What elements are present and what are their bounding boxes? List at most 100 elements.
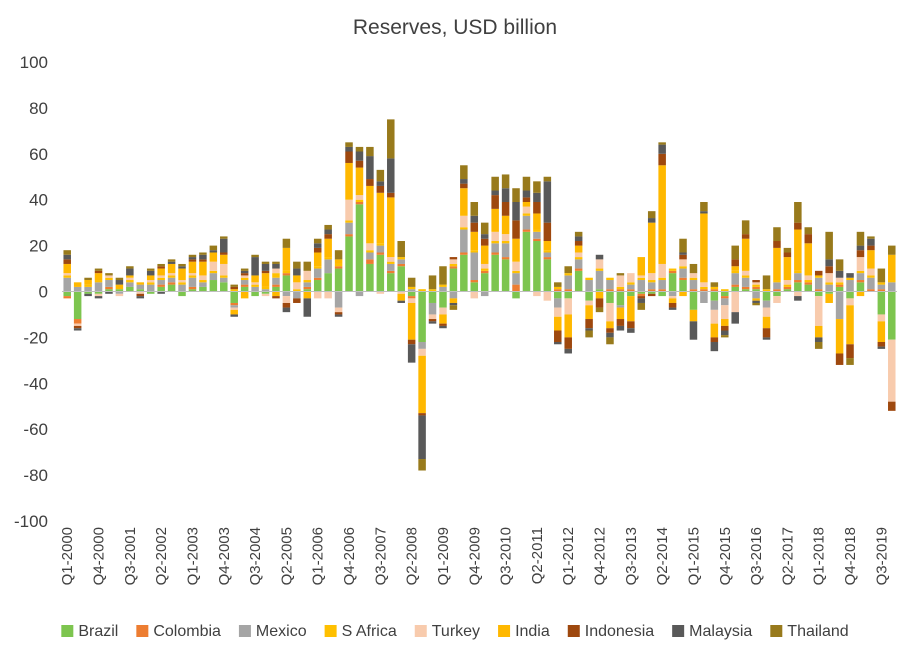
bar-segment-indonesia bbox=[762, 328, 771, 338]
bar-segment-mexico bbox=[428, 302, 437, 315]
bar-segment-indonesia bbox=[157, 266, 165, 269]
bar-segment-thailand bbox=[115, 277, 124, 281]
bar-segment-mexico bbox=[679, 268, 687, 278]
bar-segment-indonesia bbox=[533, 202, 541, 214]
y-tick-label: 20 bbox=[29, 237, 48, 256]
bar-segment-turkey bbox=[470, 291, 479, 299]
bar-segment-turkey bbox=[564, 298, 572, 315]
bar-segment-s-africa bbox=[105, 277, 113, 281]
bar-segment-brazil bbox=[491, 254, 499, 292]
x-tick-label: Q3-2004 bbox=[247, 527, 264, 585]
bar-segment-s-africa bbox=[439, 284, 447, 287]
bar-segment-thailand bbox=[689, 263, 698, 274]
bar-segment-colombia bbox=[345, 234, 353, 237]
bar-segment-mexico bbox=[157, 280, 165, 285]
bar-segment-indonesia bbox=[480, 238, 489, 246]
bar-segment-brazil bbox=[418, 291, 426, 342]
bar-segment-turkey bbox=[418, 348, 426, 356]
bar-segment-turkey bbox=[888, 339, 896, 402]
bar-segment-malaysia bbox=[73, 328, 82, 331]
x-axis: Q1-2000 Q4-2000 Q3-2001 Q2-2002 Q1-2003 Q4-20… bbox=[59, 527, 890, 585]
bar-segment-turkey bbox=[721, 305, 729, 320]
bar-segment-colombia bbox=[397, 263, 405, 267]
bar-segment-india bbox=[888, 254, 896, 281]
bar-segment-thailand bbox=[721, 335, 729, 338]
bar-segment-malaysia bbox=[700, 211, 708, 214]
bar-segment-colombia bbox=[627, 289, 635, 292]
bar-segment-brazil bbox=[324, 273, 332, 292]
bar-segment-mexico bbox=[94, 282, 103, 292]
bar-segment-india bbox=[606, 321, 614, 329]
bar-segment-thailand bbox=[146, 268, 155, 271]
bar-segment-indonesia bbox=[627, 321, 635, 329]
bar-segment-turkey bbox=[595, 259, 604, 269]
bar-segment-turkey bbox=[261, 293, 270, 297]
bar-segment-colombia bbox=[794, 280, 802, 283]
bar-segment-indonesia bbox=[376, 185, 385, 193]
x-tick-label: Q2-2014 bbox=[654, 527, 671, 585]
bar-segment-mexico bbox=[73, 286, 82, 292]
bar-segment-colombia bbox=[355, 202, 364, 205]
bar-segment-s-africa bbox=[846, 277, 854, 281]
bar-segment-india bbox=[501, 215, 510, 235]
bar-segment-mexico bbox=[543, 252, 552, 258]
bar-segment-india bbox=[700, 213, 708, 283]
bar-segment-brazil bbox=[136, 289, 145, 292]
bar-segment-colombia bbox=[814, 289, 823, 292]
x-tick-label: Q4-2015 bbox=[717, 527, 734, 585]
bar-segment-brazil bbox=[387, 273, 395, 292]
bar-segment-colombia bbox=[867, 289, 875, 292]
bar-segment-brazil bbox=[407, 291, 416, 297]
bar-segment-indonesia bbox=[272, 296, 280, 299]
bar-segment-s-africa bbox=[387, 261, 395, 264]
bar-segment-india bbox=[679, 291, 687, 297]
bar-segment-thailand bbox=[637, 302, 646, 310]
x-tick-label: Q1-2015 bbox=[685, 527, 702, 585]
bar-segment-mexico bbox=[293, 291, 301, 299]
bar-segment-thailand bbox=[376, 169, 385, 182]
y-tick-label: 0 bbox=[39, 283, 48, 302]
bar-segment-india bbox=[188, 261, 197, 274]
bar-segment-turkey bbox=[157, 275, 165, 278]
bar-segment-india bbox=[73, 282, 82, 287]
bar-segment-s-africa bbox=[345, 220, 353, 223]
bar-segment-brazil bbox=[501, 259, 510, 292]
bar-segment-malaysia bbox=[449, 302, 458, 306]
bar-segment-malaysia bbox=[188, 257, 197, 260]
bar-segment-brazil bbox=[647, 291, 656, 294]
bar-segment-colombia bbox=[460, 252, 468, 255]
bar-segment-s-africa bbox=[428, 289, 437, 292]
bar-segment-malaysia bbox=[209, 250, 218, 253]
bar-segment-mexico bbox=[480, 291, 489, 297]
bar-segment-mexico bbox=[700, 291, 708, 303]
bar-segment-indonesia bbox=[293, 298, 301, 303]
bar-segment-india bbox=[355, 167, 364, 196]
bar-segment-malaysia bbox=[606, 332, 614, 338]
bar-segment-brazil bbox=[689, 291, 698, 310]
bar-segment-turkey bbox=[846, 298, 854, 306]
bar-segment-mexico bbox=[303, 282, 312, 287]
bar-segment-brazil bbox=[710, 291, 719, 301]
bar-segment-s-africa bbox=[418, 289, 426, 292]
x-tick-label: Q3-2007 bbox=[372, 527, 389, 585]
bar-segment-mexico bbox=[126, 282, 134, 287]
x-tick-label: Q3-2010 bbox=[498, 527, 515, 585]
bar-segment-mexico bbox=[512, 273, 520, 285]
bar-segment-malaysia bbox=[721, 330, 729, 336]
bar-segment-mexico bbox=[105, 280, 113, 287]
bar-segment-brazil bbox=[658, 291, 666, 297]
bar-segment-brazil bbox=[470, 282, 479, 292]
bar-segment-turkey bbox=[376, 291, 385, 294]
legend-label: Thailand bbox=[787, 623, 848, 640]
x-tick-label: Q4-2006 bbox=[341, 527, 358, 585]
bar-segment-brazil bbox=[846, 291, 854, 299]
bar-segment-mexico bbox=[397, 259, 405, 264]
bar-segment-malaysia bbox=[825, 259, 833, 267]
bar-segment-thailand bbox=[606, 337, 614, 345]
bar-segment-mexico bbox=[178, 284, 186, 292]
bar-segment-colombia bbox=[543, 257, 552, 260]
bar-segment-malaysia bbox=[814, 337, 823, 342]
bar-segment-s-africa bbox=[397, 257, 405, 260]
bar-segment-indonesia bbox=[355, 160, 364, 168]
y-tick-label: -100 bbox=[14, 512, 48, 531]
